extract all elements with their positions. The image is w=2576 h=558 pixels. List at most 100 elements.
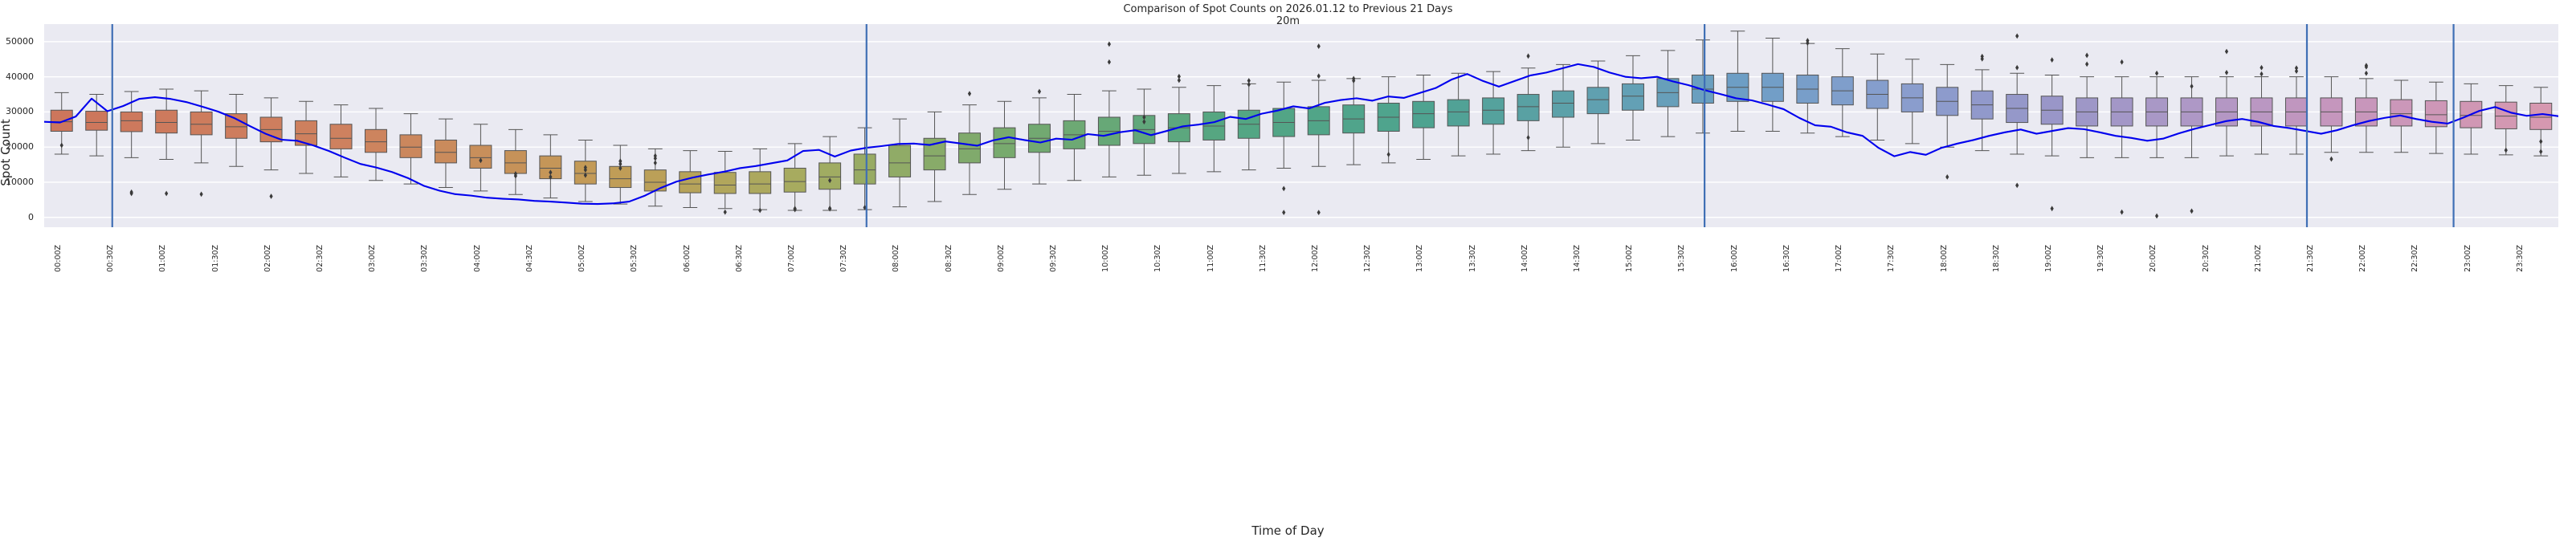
boxplot-box — [1831, 48, 1854, 137]
boxplot-box — [643, 148, 667, 207]
boxplot-box — [923, 111, 946, 202]
x-tick-label: 19:30Z — [2096, 244, 2106, 272]
x-tick-label: 01:00Z — [158, 244, 168, 272]
boxplot-box — [574, 139, 597, 202]
x-tick-label: 02:00Z — [263, 244, 272, 272]
x-tick-label: 19:00Z — [2043, 244, 2053, 272]
x-tick-label: 23:00Z — [2463, 244, 2472, 272]
boxplot-box — [1202, 85, 1226, 173]
x-tick-label: 18:30Z — [1991, 244, 2001, 272]
x-tick-label: 03:00Z — [368, 244, 378, 272]
x-tick-label: 11:00Z — [1206, 244, 1215, 272]
boxplot-box — [2320, 76, 2343, 162]
x-tick-label: 13:00Z — [1415, 244, 1425, 272]
boxplot-box — [504, 128, 527, 195]
current-day-line — [44, 63, 2558, 206]
boxplot-box — [434, 118, 457, 189]
x-tick-label: 15:30Z — [1677, 244, 1687, 272]
boxplot-box — [2494, 85, 2517, 156]
boxplot-box — [469, 124, 492, 192]
boxplot-box — [2529, 87, 2553, 157]
x-tick-label: 06:30Z — [734, 244, 744, 272]
x-tick-label: 20:30Z — [2201, 244, 2211, 272]
boxplot-box — [2390, 79, 2413, 153]
x-tick-label: 22:30Z — [2411, 244, 2420, 272]
boxplot-box — [609, 145, 632, 205]
x-tick-label: 12:30Z — [1363, 244, 1373, 272]
plot-area — [44, 24, 2558, 227]
boxplot-box — [1447, 72, 1470, 157]
x-tick-label: 01:30Z — [210, 244, 220, 272]
x-tick-label: 06:00Z — [682, 244, 692, 272]
x-tick-label: 09:30Z — [1048, 244, 1058, 272]
boxplot-box — [1866, 53, 1889, 141]
x-tick-label: 21:00Z — [2253, 244, 2263, 272]
boxplot-box — [2215, 48, 2238, 157]
boxplot-box — [1552, 63, 1575, 148]
x-tick-label: 14:30Z — [1572, 244, 1582, 272]
boxplot-box — [679, 150, 702, 208]
x-tick-label: 13:30Z — [1468, 244, 1477, 272]
boxplot-box — [1133, 88, 1156, 176]
x-tick-label: 09:00Z — [996, 244, 1006, 272]
x-tick-label: 20:00Z — [2149, 244, 2158, 272]
boxplot-box — [1307, 43, 1330, 216]
x-tick-label: 10:30Z — [1153, 244, 1163, 272]
boxplot-box — [1517, 53, 1540, 152]
x-tick-label: 00:00Z — [53, 244, 63, 272]
boxplot-box — [365, 108, 387, 181]
boxplot-box — [155, 88, 178, 197]
x-axis-label: Time of Day — [1251, 523, 1325, 538]
y-tick-label: 30000 — [6, 106, 34, 117]
boxplot-box — [1342, 75, 1366, 165]
x-tick-label: 07:00Z — [786, 244, 796, 272]
boxplot-box — [1412, 74, 1435, 161]
boxplot-box — [329, 104, 353, 177]
boxplot-box — [1377, 76, 1400, 164]
y-tick-label: 0 — [28, 211, 34, 222]
boxplot-box — [1761, 38, 1784, 132]
x-tick-label: 10:00Z — [1101, 244, 1111, 272]
boxplot-box — [2250, 64, 2273, 155]
boxplot-box — [2145, 70, 2169, 219]
chart-title: Comparison of Spot Counts on 2026.01.12 … — [1123, 3, 1453, 15]
boxplot-box — [225, 94, 248, 167]
boxplot-box — [399, 113, 423, 185]
boxplot-svg — [44, 24, 2558, 227]
x-tick-label: 17:00Z — [1835, 244, 1844, 272]
boxplot-box — [259, 97, 283, 199]
boxplot-box — [1272, 81, 1296, 216]
boxplot-box — [1063, 94, 1086, 181]
boxplot-box — [2040, 57, 2064, 212]
boxplot-box — [1796, 38, 1819, 134]
x-tick-label: 17:30Z — [1887, 244, 1896, 272]
y-tick-label: 50000 — [6, 35, 34, 47]
boxplot-box — [713, 150, 737, 215]
x-tick-label: 02:30Z — [315, 244, 325, 272]
x-tick-label: 22:00Z — [2358, 244, 2368, 272]
boxplot-box — [1656, 50, 1680, 137]
x-tick-label: 16:00Z — [1729, 244, 1739, 272]
boxplot-box — [819, 136, 842, 212]
boxplot-box — [1970, 53, 1994, 152]
x-tick-label: 14:00Z — [1520, 244, 1529, 272]
y-axis-label: Spot Count — [0, 119, 13, 186]
y-tick-label: 20000 — [6, 141, 34, 153]
boxplot-box — [1237, 78, 1260, 171]
boxplot-box — [2076, 52, 2099, 158]
boxplot-box — [1167, 73, 1190, 174]
x-tick-label: 05:00Z — [578, 244, 587, 272]
boxplot-box — [853, 127, 876, 210]
x-tick-label: 08:00Z — [892, 244, 901, 272]
boxplot-box — [190, 90, 213, 198]
x-tick-label: 05:30Z — [630, 244, 639, 272]
x-tick-label: 12:00Z — [1310, 244, 1320, 272]
y-tick-label: 40000 — [6, 71, 34, 82]
boxplot-box — [1936, 63, 1959, 180]
boxplot-box — [783, 143, 806, 213]
boxplot-box — [2284, 65, 2308, 155]
boxplot-box — [749, 148, 772, 214]
boxplot-box — [2006, 33, 2029, 189]
boxplot-box — [2460, 83, 2483, 155]
